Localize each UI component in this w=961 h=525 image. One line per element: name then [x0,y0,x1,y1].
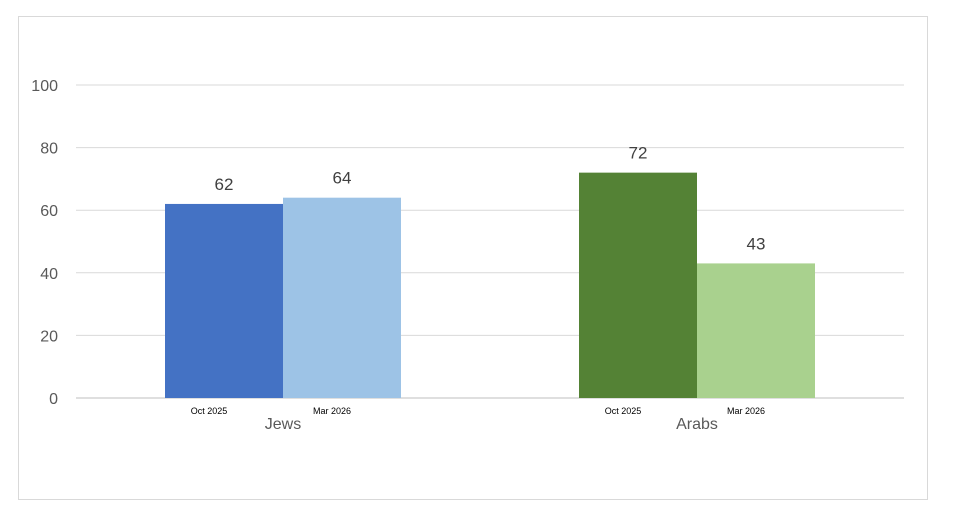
data-label: 62 [215,175,234,194]
y-tick-label: 0 [49,391,58,408]
bar [579,172,697,398]
y-tick-label: 20 [40,328,58,345]
data-label: 43 [747,234,766,253]
bar [697,263,815,398]
y-tick-label: 40 [40,266,58,283]
y-tick-label: 100 [31,78,58,95]
category-label: Arabs [676,416,718,433]
bar-sub-label: Mar 2026 [313,406,351,416]
bar-sub-label: Mar 2026 [727,406,765,416]
y-tick-label: 80 [40,141,58,158]
category-label: Jews [265,416,301,433]
bar-sub-label: Oct 2025 [191,406,228,416]
bar [165,203,283,398]
data-label: 64 [333,169,352,188]
data-label: 72 [629,144,648,163]
bar-sub-label: Oct 2025 [605,406,642,416]
bar [283,197,401,398]
y-tick-label: 60 [40,203,58,220]
